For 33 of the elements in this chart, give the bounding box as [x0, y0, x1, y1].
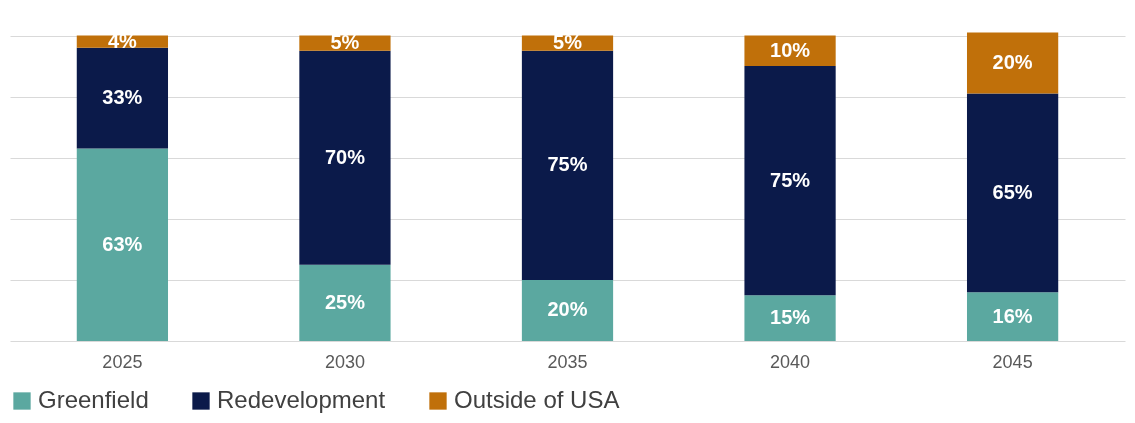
- data-label: 15%: [770, 306, 811, 329]
- data-label: 70%: [324, 145, 366, 168]
- bar: [76, 47, 169, 149]
- bar: [966, 292, 1059, 341]
- data-label: 33%: [102, 86, 143, 109]
- data-label: 16%: [992, 304, 1033, 327]
- x-tick-label: 2045: [992, 351, 1033, 372]
- data-label: 20%: [992, 51, 1033, 74]
- bar: [744, 295, 836, 341]
- bar: [76, 148, 169, 341]
- data-label: 75%: [547, 153, 588, 176]
- data-label: 63%: [102, 232, 143, 255]
- legend-label: Redevelopment: [217, 386, 386, 413]
- legend-label: Greenfield: [38, 386, 149, 413]
- bar: [966, 93, 1059, 293]
- data-label: 20%: [547, 298, 588, 321]
- bar: [299, 50, 391, 265]
- bar: [744, 66, 836, 296]
- bar: [521, 279, 614, 341]
- data-label: 75%: [770, 168, 811, 191]
- bar: [521, 50, 614, 280]
- data-label: 10%: [770, 38, 811, 61]
- x-tick-label: 2030: [324, 351, 365, 372]
- data-label: 5%: [330, 31, 360, 54]
- data-label: 25%: [324, 290, 366, 313]
- x-tick-label: 2035: [547, 351, 588, 372]
- bar: [299, 264, 391, 341]
- x-tick-label: 2025: [102, 351, 143, 372]
- data-label: 65%: [992, 180, 1033, 203]
- data-label: 5%: [553, 31, 583, 54]
- bar: [966, 32, 1059, 94]
- x-tick-label: 2040: [770, 351, 811, 372]
- legend-label: Outside of USA: [454, 386, 620, 413]
